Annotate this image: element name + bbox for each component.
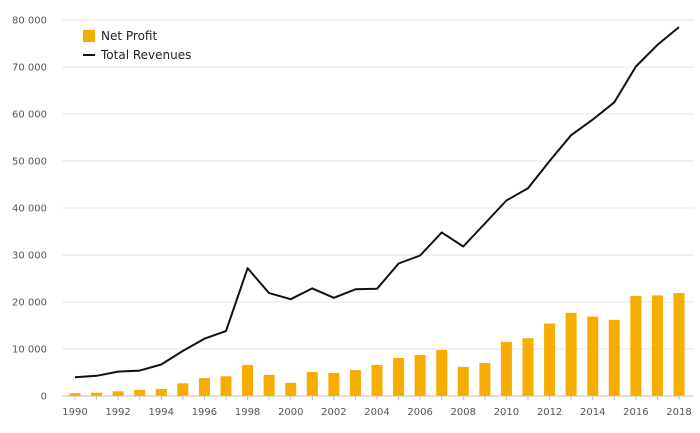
net-profit-bar-2013: [565, 312, 577, 396]
net-profit-bar-2006: [414, 355, 426, 396]
x-tick-label: 1990: [62, 407, 87, 418]
y-tick-label: 20 000: [12, 298, 47, 309]
net-profit-bar-1995: [177, 383, 189, 396]
net-profit-bar-2008: [457, 366, 469, 396]
net-profit-bar-2009: [479, 363, 491, 396]
x-tick-label: 1994: [149, 407, 174, 418]
net-profit-bar-2000: [285, 382, 297, 396]
x-tick-label: 1996: [192, 407, 217, 418]
total-revenues-line-group: [74, 26, 680, 379]
net-profit-bar-1997: [220, 376, 232, 396]
y-tick-label: 50 000: [12, 157, 47, 168]
net-profit-bar-2010: [500, 341, 512, 396]
net-profit-bar-2015: [608, 319, 620, 396]
y-tick-label: 80 000: [12, 16, 47, 27]
net-profit-bar-2004: [371, 364, 383, 396]
x-tick-label: 2006: [407, 407, 432, 418]
net-profit-bar-1998: [242, 364, 254, 396]
net-profit-bar-2012: [544, 323, 556, 396]
y-tick-label: 40 000: [12, 204, 47, 215]
net-profit-bar-2014: [587, 316, 599, 396]
gridlines: [62, 19, 694, 350]
net-profit-bar-2018: [673, 293, 685, 396]
net-profit-bar-1996: [198, 378, 210, 396]
net-profit-bar-2007: [436, 349, 448, 396]
x-tick-label: 2018: [666, 407, 691, 418]
x-tick-label: 2004: [364, 407, 389, 418]
net-profit-bar-2017: [651, 295, 663, 396]
net-profit-bar-1994: [155, 388, 167, 396]
x-axis: 1990 1992 1994 1996 1998 2000 2002 2004 2006 2008…: [62, 395, 694, 418]
x-tick-label: 2002: [321, 407, 346, 418]
x-tick-label: 1992: [105, 407, 130, 418]
net-profit-bars: [69, 293, 685, 396]
net-profit-bar-2002: [328, 372, 340, 396]
y-tick-label: 30 000: [12, 251, 47, 262]
net-profit-bar-1992: [112, 391, 124, 396]
y-tick-label: 70 000: [12, 63, 47, 74]
y-axis: 0 10 000 20 000 30 000 40 000 50 000 60 000 70 …: [12, 16, 47, 403]
net-profit-bar-1993: [134, 389, 146, 396]
legend-label-total-revenues: Total Revenues: [100, 48, 191, 62]
net-profit-bar-2001: [306, 372, 318, 396]
net-profit-bar-1990: [69, 393, 81, 396]
net-profit-bar-2003: [349, 370, 361, 396]
x-tick-label: 2012: [537, 407, 562, 418]
y-tick-label: 10 000: [12, 345, 47, 356]
legend-label-net-profit: Net Profit: [101, 29, 157, 43]
x-tick-label: 2008: [451, 407, 476, 418]
net-profit-bar-1999: [263, 374, 275, 396]
x-tick-label: 2010: [494, 407, 519, 418]
net-profit-bar-2005: [393, 357, 405, 396]
x-tick-label: 2016: [623, 407, 648, 418]
y-tick-label: 60 000: [12, 110, 47, 121]
y-tick-label: 0: [41, 392, 47, 403]
total-revenues-line: [74, 26, 680, 379]
x-tick-label: 1998: [235, 407, 260, 418]
legend: Net Profit Total Revenues: [83, 29, 191, 62]
net-profit-bar-2016: [630, 295, 642, 396]
x-tick-label: 2000: [278, 407, 303, 418]
legend-swatch-net-profit: [83, 30, 95, 42]
net-profit-bar-2011: [522, 338, 534, 396]
x-tick-label: 2014: [580, 407, 605, 418]
net-profit-bar-1991: [91, 392, 103, 396]
